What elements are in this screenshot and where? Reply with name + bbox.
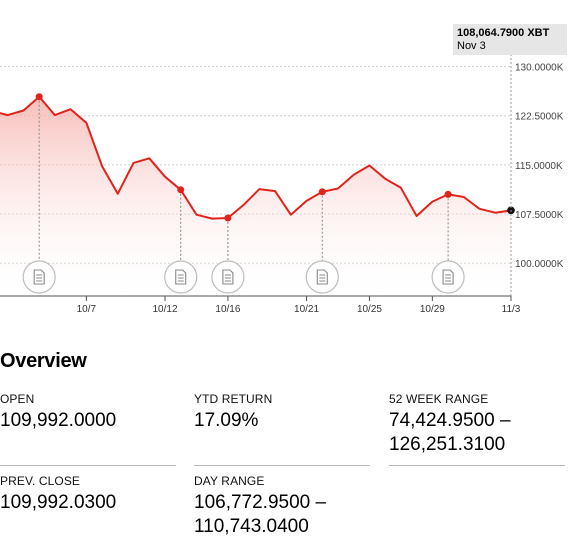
stat-prev-close: PREV. CLOSE 109,992.0300 <box>0 474 176 515</box>
stat-divider <box>194 465 370 466</box>
y-tick-label: 130.0000K <box>515 63 564 74</box>
price-area <box>0 96 511 296</box>
document-icon[interactable] <box>305 260 339 294</box>
event-marker[interactable] <box>177 186 185 194</box>
y-tick-label: 115.0000K <box>515 161 563 172</box>
stat-divider <box>389 465 565 466</box>
stat-value: 17.09% <box>194 410 259 431</box>
document-icon[interactable] <box>22 260 56 294</box>
stat-value: 106,772.9500 – 110,743.0400 <box>194 492 327 537</box>
stat-label: DAY RANGE <box>194 474 265 488</box>
stat-day-range: DAY RANGE 106,772.9500 – 110,743.0400 <box>194 474 370 539</box>
stat-divider <box>0 465 176 466</box>
event-marker[interactable] <box>224 214 232 222</box>
x-tick-label: 10/16 <box>215 304 240 315</box>
stat-label: 52 WEEK RANGE <box>389 392 489 406</box>
y-tick-label: 107.5000K <box>515 210 564 221</box>
y-tick-label: 122.5000K <box>515 112 564 123</box>
event-marker[interactable] <box>35 93 43 101</box>
tooltip-price: 108,064.7900 XBT <box>457 27 550 39</box>
price-tooltip: 108,064.7900 XBT Nov 3 <box>453 24 567 55</box>
stat-label: YTD RETURN <box>194 392 273 406</box>
x-tick-label: 10/7 <box>77 304 97 315</box>
document-icon[interactable] <box>164 260 198 294</box>
x-tick-label: 11/3 <box>502 304 521 315</box>
document-icon[interactable] <box>431 260 465 294</box>
event-marker[interactable] <box>318 188 326 196</box>
x-tick-label: 10/29 <box>420 304 445 315</box>
tooltip-date: Nov 3 <box>457 40 486 52</box>
stat-value: 109,992.0000 <box>0 410 117 431</box>
event-marker[interactable] <box>444 190 452 198</box>
stat-label: OPEN <box>0 392 35 406</box>
x-tick-label: 10/25 <box>357 304 382 315</box>
stat-ytd-return: YTD RETURN 17.09% <box>194 392 370 433</box>
price-line <box>0 95 512 220</box>
stat-value: 74,424.9500 – 126,251.3100 <box>389 410 511 455</box>
y-tick-label: 100.0000K <box>515 259 564 270</box>
stat-label: PREV. CLOSE <box>0 474 81 488</box>
stat-52-week-range: 52 WEEK RANGE 74,424.9500 – 126,251.3100 <box>389 392 565 457</box>
document-icon[interactable] <box>211 260 245 294</box>
x-tick-label: 10/12 <box>152 304 177 315</box>
price-chart[interactable]: 100.0000K 107.5000K 115.0000K 122.5000K 130.… <box>0 0 574 330</box>
overview-heading: Overview <box>0 350 87 372</box>
x-tick-label: 10/21 <box>294 304 319 315</box>
stat-open: OPEN 109,992.0000 <box>0 392 176 433</box>
stat-value: 109,992.0300 <box>0 492 117 513</box>
